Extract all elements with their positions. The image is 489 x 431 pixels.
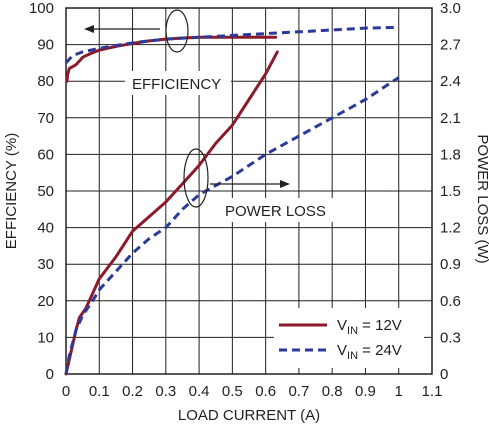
efficiency-callout-ellipse [165,9,189,53]
y-tick-label: 100 [29,0,54,17]
y2-tick-label: 2.1 [440,110,461,127]
legend: VIN = 12V VIN = 24V [274,308,424,368]
y-tick-label: 30 [37,256,54,273]
legend-label-12v: VIN = 12V [337,317,402,337]
y-tick-label: 40 [37,220,54,237]
x-tick-labels: 0 0.1 0.2 0.3 0.4 0.5 0.6 0.7 0.8 0.9 1 1.1 [62,383,443,400]
power-loss-label-bg [220,198,334,222]
x-axis-title: LOAD CURRENT (A) [178,407,320,424]
power-loss-callout-ellipse [183,148,209,208]
power-loss-annotation: POWER LOSS [183,148,334,222]
x-tick-label: 0.8 [322,383,343,400]
x-tick-label: 0.1 [89,383,110,400]
x-tick-label: 1.1 [422,383,443,400]
y-tick-label: 80 [37,73,54,90]
efficiency-annotation: EFFICIENCY [84,9,231,95]
y-tick-label: 90 [37,37,54,54]
y-tick-label: 70 [37,110,54,127]
series-line-power_loss-vin12v [64,50,279,376]
y2-tick-label: 0 [440,366,448,383]
x-tick-label: 0 [62,383,70,400]
efficiency-label-bg [125,71,231,95]
efficiency-arrow-head [84,25,94,33]
plot-frame [65,7,433,375]
series-line-efficiency-24v [64,25,399,64]
y-axis-title: EFFICIENCY (%) [3,133,20,249]
power-loss-arrow-head [280,180,290,188]
y-tick-label: 10 [37,329,54,346]
y-tick-label: 0 [46,366,54,383]
x-tick-label: 0.7 [288,383,309,400]
x-tick-label: 1 [395,383,403,400]
series-lines [64,25,400,376]
grid [66,8,432,374]
legend-label-24v: VIN = 24V [337,342,402,362]
y2-tick-label: 1.8 [440,146,461,163]
y2-tick-label: 0.3 [440,329,461,346]
legend-bg [274,308,424,368]
series-line-power_loss-vin24v [64,76,400,375]
y2-tick-label: 2.4 [440,73,461,90]
y-tick-labels: 0 10 20 30 40 50 60 70 80 90 100 [29,0,54,383]
series-line-efficiency-12v [65,35,278,83]
y-tick-label: 20 [37,293,54,310]
power-loss-label: POWER LOSS [225,203,326,220]
y2-tick-label: 0.6 [440,293,461,310]
x-tick-label: 0.5 [222,383,243,400]
y2-tick-label: 2.7 [440,37,461,54]
x-tick-label: 0.9 [355,383,376,400]
y-tick-label: 60 [37,146,54,163]
y2-tick-label: 0.9 [440,256,461,273]
x-tick-label: 0.2 [122,383,143,400]
y2-tick-label: 1.5 [440,183,461,200]
y2-tick-label: 1.2 [440,220,461,237]
efficiency-label: EFFICIENCY [132,76,221,93]
y2-tick-labels: 0 0.3 0.6 0.9 1.2 1.5 1.8 2.1 2.4 2.7 3.0 [440,0,461,383]
x-tick-label: 0.6 [255,383,276,400]
y2-axis-title: POWER LOSS (W) [474,134,489,263]
x-tick-label: 0.3 [155,383,176,400]
y-tick-label: 50 [37,183,54,200]
x-tick-label: 0.4 [189,383,210,400]
y2-tick-label: 3.0 [440,0,461,17]
